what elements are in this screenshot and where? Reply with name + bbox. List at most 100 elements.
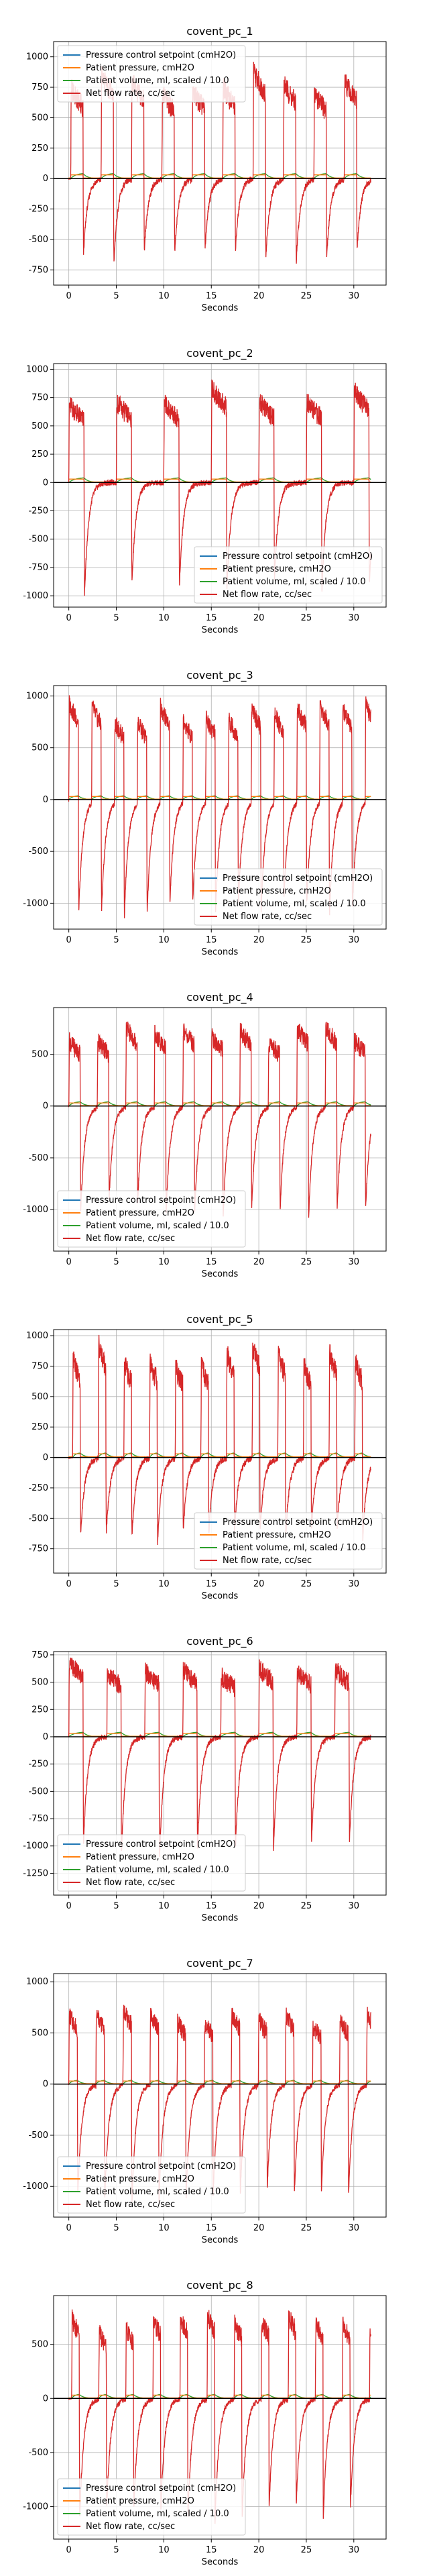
- x-tick-label: 0: [66, 935, 72, 945]
- y-tick-label: -250: [28, 1760, 48, 1770]
- y-tick-label: -750: [28, 563, 48, 573]
- y-tick-label: 1000: [26, 52, 48, 62]
- chart-title: covent_pc_6: [186, 1635, 253, 1648]
- legend-label: Pressure control setpoint (cmH2O): [86, 2161, 236, 2171]
- legend-label: Pressure control setpoint (cmH2O): [86, 1195, 236, 1205]
- y-tick-label: 0: [43, 174, 48, 184]
- series-net-flow: [68, 62, 371, 264]
- x-tick-label: 20: [253, 2545, 265, 2555]
- x-tick-label: 20: [253, 935, 265, 945]
- x-tick-label: 15: [206, 1901, 217, 1911]
- y-tick-label: 250: [32, 144, 48, 154]
- x-tick-label: 5: [113, 613, 119, 623]
- series-patient-pressure: [68, 478, 371, 483]
- y-tick-label: -500: [28, 535, 48, 545]
- y-tick-label: -1000: [23, 591, 48, 601]
- y-tick-label: 500: [32, 2028, 48, 2038]
- chart-panel-7: covent_pc_7 0 5 10 15 20 25 30 -1000 -500 0 500 1000…: [23, 1957, 387, 2245]
- x-tick-label: 10: [158, 291, 170, 301]
- x-tick-label: 25: [301, 2223, 312, 2233]
- legend: Pressure control setpoint (cmH2O) Patient…: [57, 2156, 246, 2214]
- legend-box: [57, 1834, 246, 1892]
- chart-title: covent_pc_4: [186, 991, 253, 1004]
- legend-label: Net flow rate, cc/sec: [86, 89, 175, 99]
- y-tick-label: 500: [32, 421, 48, 431]
- y-tick-label: 1000: [26, 691, 48, 701]
- y-tick-label: -1000: [23, 898, 48, 908]
- series-net-flow: [68, 1021, 371, 1218]
- legend-label: Patient pressure, cmH2O: [223, 564, 331, 574]
- x-tick-label: 10: [158, 935, 170, 945]
- x-tick-label: 0: [66, 1901, 72, 1911]
- chart-panel-4: covent_pc_4 0 5 10 15 20 25 30 -1000 -500 0 500 Seco…: [23, 991, 387, 1279]
- x-tick-label: 20: [253, 291, 265, 301]
- y-tick-label: 1000: [26, 1977, 48, 1987]
- legend-box: [57, 45, 246, 103]
- y-tick-label: 500: [32, 113, 48, 123]
- x-tick-label: 5: [113, 2545, 119, 2555]
- x-tick-label: 25: [301, 2545, 312, 2555]
- legend-label: Patient pressure, cmH2O: [223, 1530, 331, 1540]
- x-tick-label: 20: [253, 613, 265, 623]
- x-tick-label: 0: [66, 613, 72, 623]
- chart-title: covent_pc_7: [186, 1957, 253, 1970]
- y-tick-label: -500: [28, 235, 48, 245]
- x-tick-label: 0: [66, 2545, 72, 2555]
- legend-label: Pressure control setpoint (cmH2O): [223, 551, 373, 561]
- y-tick-label: 500: [32, 2340, 48, 2350]
- y-tick-label: -1000: [23, 2182, 48, 2192]
- y-tick-label: 250: [32, 1422, 48, 1432]
- x-tick-label: 10: [158, 2223, 170, 2233]
- legend-label: Net flow rate, cc/sec: [86, 2522, 175, 2532]
- series-net-flow: [68, 1657, 371, 1858]
- series-patient-pressure: [68, 174, 371, 178]
- x-tick-label: 15: [206, 935, 217, 945]
- chart-panel-6: covent_pc_6 0 5 10 15 20 25 30 -1250 -1000 -750 -50…: [23, 1635, 387, 1923]
- x-tick-label: 15: [206, 291, 217, 301]
- x-tick-label: 10: [158, 1257, 170, 1267]
- y-tick-label: -500: [28, 1786, 48, 1796]
- plot-frame: [53, 1007, 387, 1252]
- legend: Pressure control setpoint (cmH2O) Patient…: [194, 1512, 383, 1570]
- x-tick-label: 30: [349, 613, 360, 623]
- y-tick-label: 750: [32, 393, 48, 403]
- x-tick-label: 30: [349, 1257, 360, 1267]
- y-tick-label: 750: [32, 83, 48, 93]
- x-tick-label: 0: [66, 2223, 72, 2233]
- legend-label: Pressure control setpoint (cmH2O): [86, 1839, 236, 1849]
- x-tick-label: 5: [113, 1901, 119, 1911]
- y-tick-label: 750: [32, 1650, 48, 1660]
- x-tick-label: 10: [158, 2545, 170, 2555]
- x-tick-label: 5: [113, 2223, 119, 2233]
- chart-panel-8: covent_pc_8 0 5 10 15 20 25 30 -1000 -500 0 500 Seco…: [23, 2279, 387, 2567]
- x-tick-label: 0: [66, 1257, 72, 1267]
- legend-label: Patient volume, ml, scaled / 10.0: [86, 2509, 229, 2519]
- x-tick-label: 15: [206, 2545, 217, 2555]
- legend-label: Patient volume, ml, scaled / 10.0: [86, 2187, 229, 2197]
- series-net-flow: [68, 2309, 371, 2524]
- y-tick-label: -250: [28, 205, 48, 215]
- y-tick-label: 0: [43, 795, 48, 805]
- x-tick-label: 15: [206, 613, 217, 623]
- series-patient-pressure: [68, 796, 371, 800]
- legend-label: Pressure control setpoint (cmH2O): [223, 873, 373, 883]
- y-tick-label: 0: [43, 2394, 48, 2404]
- x-tick-label: 25: [301, 935, 312, 945]
- plot-frame: [53, 41, 387, 286]
- series-net-flow: [68, 1334, 371, 1546]
- x-tick-label: 30: [349, 2545, 360, 2555]
- plot-frame: [53, 1329, 387, 1574]
- y-tick-label: -750: [28, 1814, 48, 1824]
- y-tick-label: 0: [43, 1732, 48, 1742]
- legend-label: Patient pressure, cmH2O: [86, 63, 194, 73]
- x-tick-label: 10: [158, 613, 170, 623]
- x-tick-label: 25: [301, 1257, 312, 1267]
- y-tick-label: -750: [28, 1544, 48, 1554]
- x-axis-label: Seconds: [202, 303, 239, 313]
- x-tick-label: 30: [349, 1901, 360, 1911]
- legend-label: Pressure control setpoint (cmH2O): [86, 50, 236, 60]
- legend-box: [194, 868, 383, 926]
- x-tick-label: 20: [253, 2223, 265, 2233]
- legend-label: Patient pressure, cmH2O: [86, 2496, 194, 2506]
